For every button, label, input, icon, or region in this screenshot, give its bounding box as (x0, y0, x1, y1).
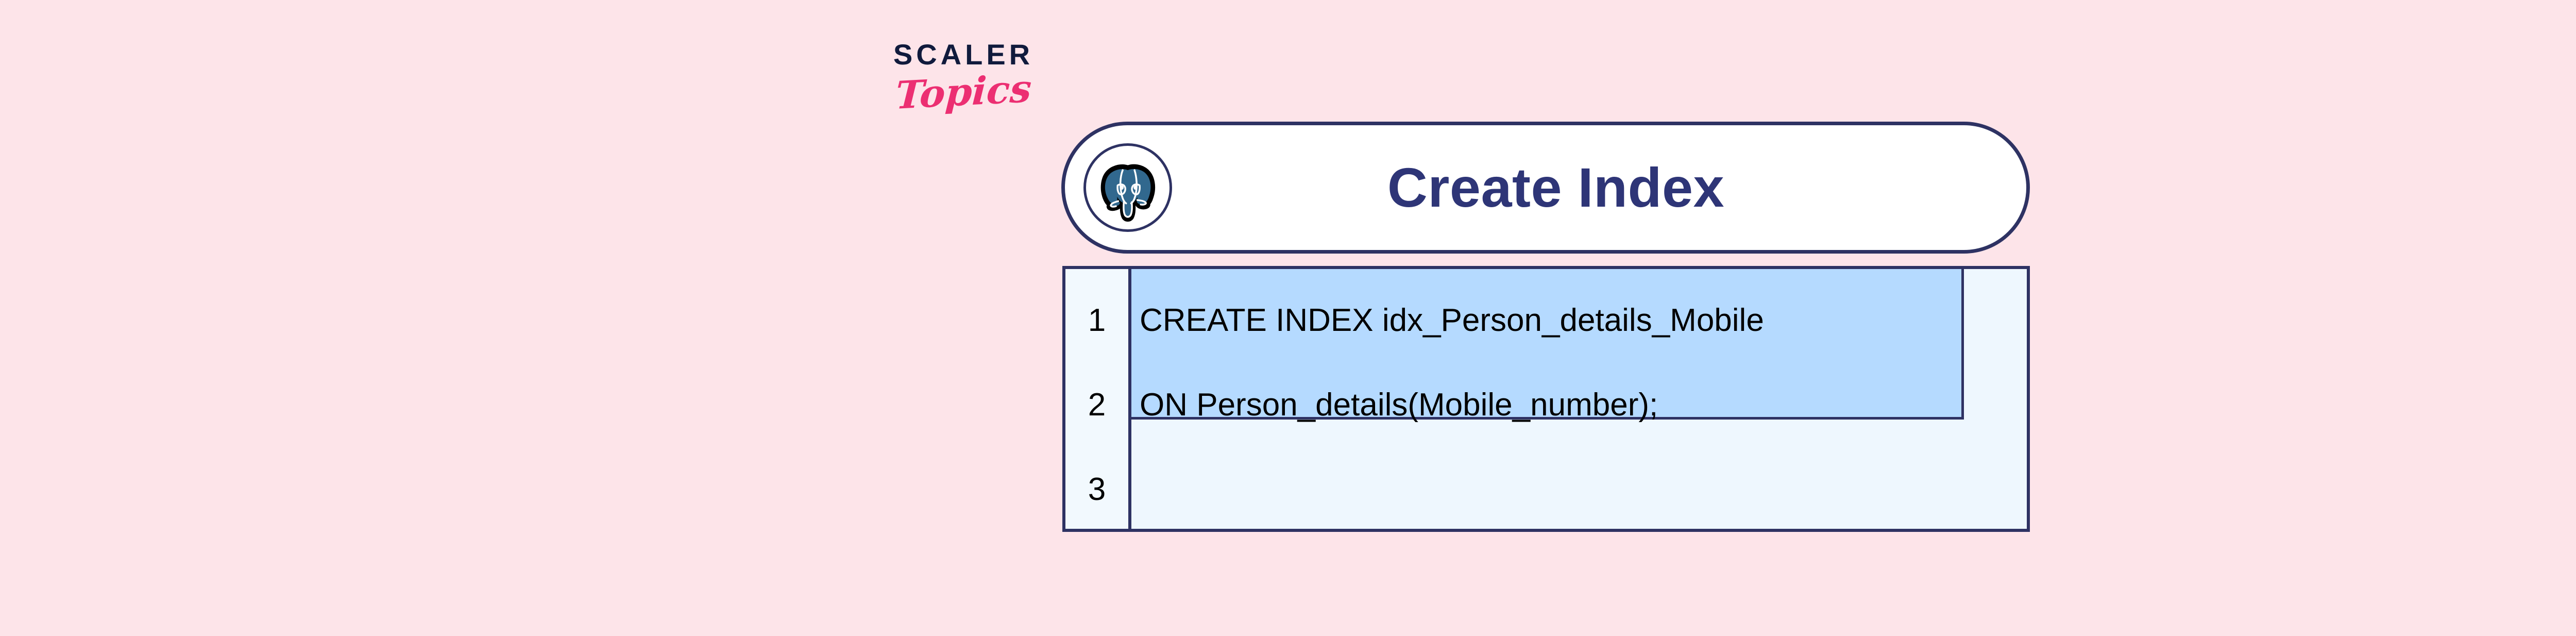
code-line[interactable] (1131, 447, 2027, 529)
code-editor[interactable]: 1 2 3 CREATE INDEX idx_Person_details_Mo… (1062, 266, 2030, 532)
postgresql-elephant-icon (1092, 152, 1164, 224)
scaler-topics-logo: SCALER Topics (871, 40, 1056, 130)
code-content-area[interactable]: CREATE INDEX idx_Person_details_Mobile O… (1131, 269, 2027, 529)
line-number: 3 (1088, 472, 1106, 507)
code-line[interactable]: ON Person_details(Mobile_number); (1140, 387, 1658, 423)
header-card: Create Index (1061, 122, 2030, 254)
brand-wordmark-scaler: SCALER (893, 38, 1034, 71)
postgresql-logo-badge (1083, 143, 1172, 232)
brand-wordmark-topics: Topics (894, 66, 1033, 118)
text-selection-highlight (1131, 269, 1964, 420)
code-line[interactable]: CREATE INDEX idx_Person_details_Mobile (1140, 303, 1764, 338)
line-number: 2 (1088, 387, 1106, 423)
line-number-gutter: 1 2 3 (1065, 269, 1131, 529)
line-number: 1 (1088, 303, 1106, 338)
page-title: Create Index (1387, 156, 1725, 219)
